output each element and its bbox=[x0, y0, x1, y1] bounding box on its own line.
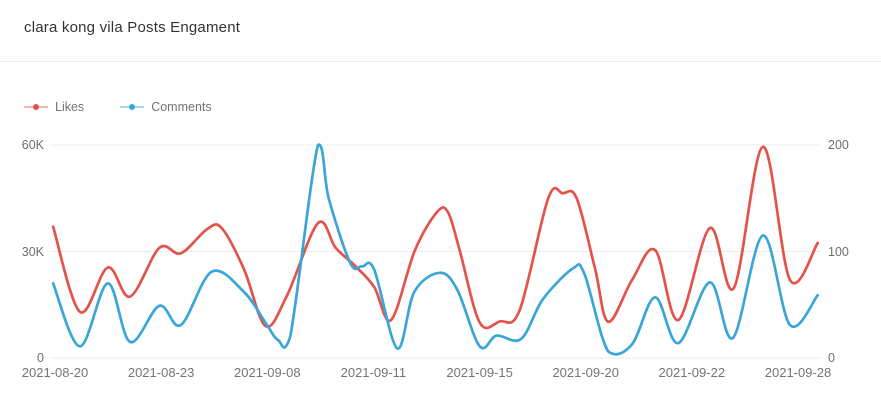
x-axis-label: 2021-09-11 bbox=[340, 365, 407, 380]
page-title: clara kong vila Posts Engament bbox=[24, 19, 241, 36]
x-axis-label: 2021-09-28 bbox=[764, 365, 832, 380]
x-axis-label: 2021-09-22 bbox=[658, 365, 726, 380]
legend-label-comments: Comments bbox=[151, 100, 212, 114]
gridlines bbox=[50, 144, 820, 359]
legend-item-comments[interactable]: Comments bbox=[120, 100, 212, 114]
title-divider bbox=[0, 61, 881, 62]
right-axis-tick-200: 200 bbox=[828, 138, 849, 152]
x-axis-label: 2021-08-23 bbox=[127, 365, 195, 380]
left-axis-tick-30k: 30K bbox=[21, 244, 44, 259]
x-axis-label: 2021-09-20 bbox=[552, 365, 619, 380]
left-axis-tick-0: 0 bbox=[37, 351, 44, 365]
legend-label-likes: Likes bbox=[55, 100, 85, 114]
right-axis-tick-0: 0 bbox=[828, 351, 835, 365]
right-axis-tick-100: 100 bbox=[828, 244, 849, 259]
legend-item-likes[interactable]: Likes bbox=[24, 100, 84, 114]
comments-series-line bbox=[51, 143, 820, 356]
x-axis-label: 2021-08-20 bbox=[21, 365, 89, 380]
likes-line-marker-icon bbox=[24, 101, 48, 113]
left-axis-tick-60k: 60K bbox=[21, 138, 44, 152]
comments-line-marker-icon bbox=[120, 101, 145, 113]
x-axis-label: 2021-09-08 bbox=[234, 365, 301, 380]
chart-legend: Likes Comments bbox=[24, 100, 212, 114]
x-axis-label: 2021-09-15 bbox=[446, 365, 513, 380]
likes-series-line bbox=[51, 145, 820, 330]
